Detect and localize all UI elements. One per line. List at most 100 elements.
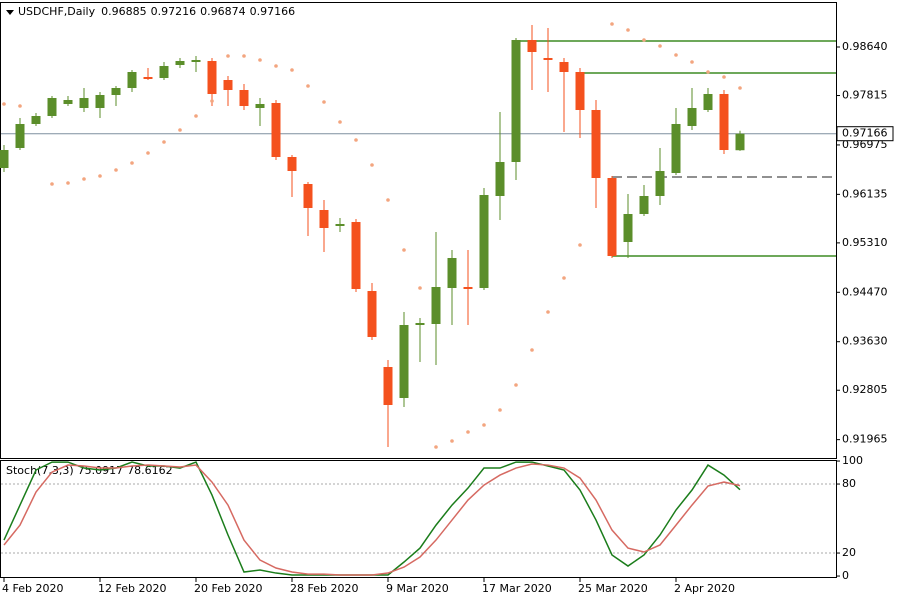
sar-dot <box>514 383 518 387</box>
candle-body <box>351 222 361 289</box>
sar-dot <box>50 182 54 186</box>
candle-body <box>447 258 457 288</box>
x-tick-label: 20 Feb 2020 <box>194 582 262 595</box>
sar-dot <box>130 161 134 165</box>
sar-dot <box>226 54 230 58</box>
sar-dot <box>418 286 422 290</box>
sar-dot <box>434 445 438 449</box>
sar-dot <box>482 423 486 427</box>
y-tick-label: 0.95310 <box>842 236 888 249</box>
current-price-box <box>836 126 894 142</box>
menu-arrow[interactable] <box>6 10 14 15</box>
candle-body <box>655 171 665 196</box>
sar-dot <box>66 181 70 185</box>
current-price-label: 0.97166 <box>842 127 888 140</box>
sar-dot <box>626 28 630 32</box>
sar-dot <box>146 151 150 155</box>
stoch-y-tick-label: 0 <box>842 569 849 582</box>
candle-body <box>591 110 601 178</box>
candle-body <box>0 150 9 168</box>
candle-body <box>367 291 377 337</box>
candle-body <box>415 323 425 325</box>
candle-body <box>575 72 585 110</box>
candle-body <box>143 77 153 79</box>
stoch-d-value: 78.6162 <box>127 464 173 477</box>
candle-body <box>383 367 393 405</box>
candle-body <box>239 90 249 106</box>
candle-body <box>31 116 41 124</box>
y-tick-label: 0.96135 <box>842 187 888 200</box>
candle-body <box>543 58 553 60</box>
y-tick-label: 0.91965 <box>842 433 888 446</box>
candle-body <box>79 98 89 108</box>
candle-body <box>255 104 265 108</box>
candle-body <box>175 61 185 65</box>
main-frame <box>0 2 837 459</box>
candle-body <box>207 61 217 94</box>
y-tick-label: 0.94470 <box>842 285 888 298</box>
sar-dot <box>194 114 198 118</box>
candle-body <box>719 94 729 150</box>
sar-dot <box>578 243 582 247</box>
candle-body <box>463 287 473 289</box>
y-tick-label: 0.92805 <box>842 383 888 396</box>
sar-dot <box>354 138 358 142</box>
sar-dot <box>18 104 22 108</box>
y-tick-label: 0.98640 <box>842 40 888 53</box>
sar-dot <box>498 408 502 412</box>
stoch-frame <box>0 460 837 578</box>
x-tick-label: 17 Mar 2020 <box>482 582 552 595</box>
sar-dot <box>98 174 102 178</box>
stoch-y-tick-label: 100 <box>842 454 863 467</box>
stoch-line <box>3 461 741 576</box>
sar-dot <box>546 310 550 314</box>
candle-body <box>671 124 681 173</box>
sar-dot <box>338 120 342 124</box>
open-value: 0.96885 <box>101 5 147 18</box>
candle-body <box>623 214 633 242</box>
sar-dot <box>82 177 86 181</box>
candle-body <box>15 124 25 148</box>
sar-dot <box>386 198 390 202</box>
candle-body <box>287 157 297 171</box>
high-value: 0.97216 <box>151 5 197 18</box>
candle-body <box>527 40 537 52</box>
sar-dot <box>658 44 662 48</box>
sar-dot <box>210 99 214 103</box>
x-tick-label: 2 Apr 2020 <box>674 582 735 595</box>
sar-dot <box>242 54 246 58</box>
candle-body <box>95 95 105 108</box>
sar-dot <box>402 248 406 252</box>
y-tick-label: 0.97815 <box>842 89 888 102</box>
chart-header: USDCHF,Daily 0.96885 0.97216 0.96874 0.97166 <box>18 5 295 18</box>
sar-dot <box>674 53 678 57</box>
candle-body <box>639 196 649 214</box>
stoch-y-tick-label: 20 <box>842 546 856 559</box>
candle-body <box>111 88 121 95</box>
x-tick-label: 28 Feb 2020 <box>290 582 358 595</box>
sar-dot <box>258 58 262 62</box>
low-value: 0.96874 <box>200 5 246 18</box>
candle-body <box>559 62 569 72</box>
candle-body <box>63 100 73 104</box>
sar-dot <box>642 38 646 42</box>
candle-body <box>223 80 233 90</box>
sar-dot <box>274 64 278 68</box>
sar-dot <box>370 163 374 167</box>
x-tick-label: 9 Mar 2020 <box>386 582 449 595</box>
x-tick-label: 12 Feb 2020 <box>98 582 166 595</box>
candle-body <box>335 224 345 226</box>
sar-dot <box>562 276 566 280</box>
candle-body <box>495 162 505 196</box>
close-value: 0.97166 <box>250 5 296 18</box>
y-tick-label: 0.93630 <box>842 335 888 348</box>
sar-dot <box>610 22 614 26</box>
candle-body <box>303 184 313 208</box>
candle-body <box>159 66 169 78</box>
sar-dot <box>162 140 166 144</box>
candle-body <box>127 72 137 88</box>
sar-dot <box>530 348 534 352</box>
candle-body <box>191 60 201 62</box>
candle-body <box>703 94 713 110</box>
